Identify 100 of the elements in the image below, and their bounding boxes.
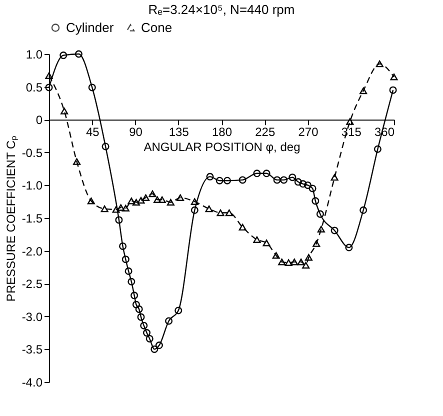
point — [60, 52, 68, 60]
legend-label: Cylinder — [66, 20, 114, 35]
y-tick-label: 0.5 — [26, 80, 43, 94]
point — [346, 118, 354, 125]
point — [206, 172, 214, 180]
point — [128, 198, 136, 204]
point — [284, 259, 292, 266]
point — [87, 198, 95, 204]
point — [154, 196, 162, 203]
y-tick-label: -2.5 — [22, 277, 43, 292]
point — [155, 342, 163, 350]
x-tick-label: 225 — [255, 125, 276, 140]
point — [140, 322, 148, 330]
point — [290, 258, 298, 266]
y-tick-label: -1.5 — [22, 212, 43, 226]
point — [132, 198, 140, 206]
y-tick-label: -1.0 — [22, 178, 43, 193]
point — [317, 226, 325, 232]
point — [360, 87, 368, 94]
point — [316, 210, 324, 218]
point — [142, 329, 151, 337]
y-tick-label: -3.5 — [22, 342, 43, 357]
point — [122, 204, 130, 212]
point — [142, 194, 150, 202]
point — [166, 198, 174, 206]
point — [272, 252, 280, 259]
point — [360, 206, 368, 214]
x-tick-label: 180 — [212, 125, 232, 140]
point — [312, 240, 320, 247]
point — [45, 72, 53, 79]
point — [302, 262, 310, 269]
point — [299, 180, 307, 188]
point — [308, 184, 316, 192]
point — [119, 242, 127, 250]
point — [376, 60, 384, 68]
point — [135, 305, 143, 313]
point — [294, 178, 302, 186]
y-tick-label: -0.5 — [22, 146, 43, 160]
point — [165, 317, 173, 325]
point — [330, 226, 338, 234]
point — [262, 240, 270, 246]
point — [73, 158, 81, 165]
point — [88, 84, 96, 92]
point — [102, 142, 110, 150]
point — [74, 50, 82, 58]
point — [273, 176, 281, 184]
point — [150, 345, 158, 353]
point — [374, 145, 382, 153]
point — [253, 236, 261, 243]
point — [190, 198, 198, 205]
point — [146, 334, 154, 342]
point — [128, 278, 136, 286]
x-tick-label: 45 — [86, 125, 100, 140]
point — [176, 194, 184, 202]
point — [278, 258, 286, 266]
point — [124, 267, 132, 275]
point — [60, 108, 68, 114]
point — [288, 174, 296, 182]
point — [158, 196, 166, 203]
point — [216, 209, 224, 216]
point — [312, 197, 320, 205]
point — [115, 216, 123, 224]
point — [280, 176, 288, 184]
point — [225, 209, 233, 216]
point — [122, 256, 130, 264]
point — [190, 206, 198, 214]
point — [253, 170, 261, 178]
point — [304, 181, 312, 189]
x-tick-label: 270 — [298, 125, 319, 140]
point — [262, 170, 270, 178]
point — [304, 254, 312, 261]
x-tick-label: 135 — [168, 125, 190, 140]
point — [238, 176, 246, 184]
y-tick-label: -2.0 — [22, 244, 43, 258]
point — [390, 74, 398, 80]
point — [238, 224, 246, 231]
point — [117, 204, 125, 211]
point — [216, 176, 224, 184]
point — [137, 313, 145, 321]
point — [130, 292, 138, 300]
y-tick-label: 0 — [36, 113, 43, 128]
y-axis-title: PRESSURE COEFFICIENT Cₚ — [4, 135, 18, 302]
x-tick-label: 315 — [341, 125, 362, 140]
point — [112, 206, 120, 213]
point — [330, 174, 338, 181]
legend-label: Cone — [141, 20, 172, 35]
point — [174, 306, 182, 314]
point — [297, 258, 305, 266]
y-tick-label: -3.0 — [22, 310, 43, 324]
x-axis-title: ANGULAR POSITION φ, deg — [144, 140, 300, 154]
point — [223, 176, 232, 184]
point — [132, 300, 140, 308]
point — [100, 205, 108, 212]
x-tick-label: 90 — [129, 125, 143, 140]
point — [205, 205, 213, 212]
point — [137, 196, 145, 204]
chart-title: Rₑ=3.24×10⁵, N=440 rpm — [148, 2, 295, 17]
point — [148, 190, 156, 198]
y-tick-label: 1.0 — [26, 48, 43, 62]
point — [345, 244, 353, 252]
